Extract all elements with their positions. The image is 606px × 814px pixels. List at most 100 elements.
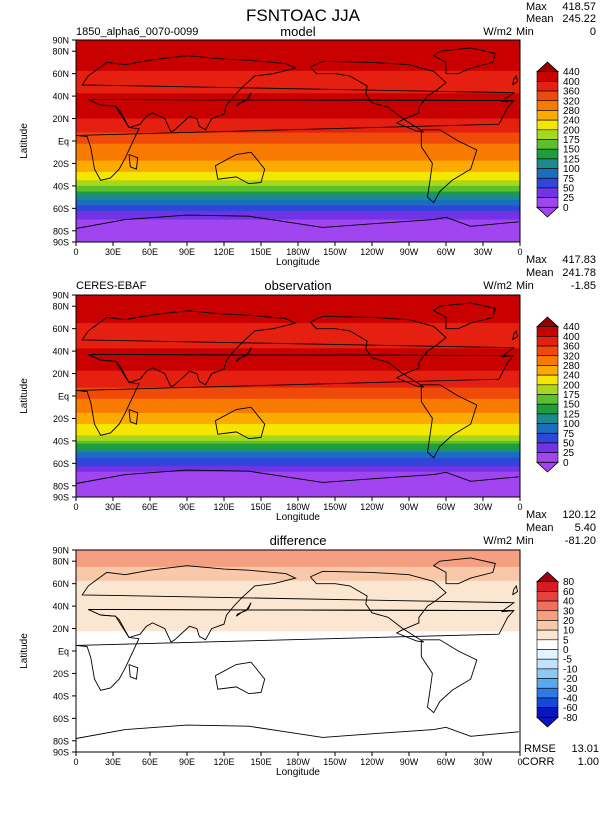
field-band xyxy=(76,723,520,728)
colorbar-swatch xyxy=(536,581,559,592)
field-band xyxy=(76,653,520,658)
coastline xyxy=(512,584,519,596)
x-tick-label: 120W xyxy=(360,502,384,512)
field-band xyxy=(76,410,520,414)
x-tick-label: 120W xyxy=(360,757,384,767)
field-band xyxy=(76,362,520,366)
field-band xyxy=(76,429,520,434)
field-band xyxy=(76,648,520,652)
colorbar-label: 25 xyxy=(563,193,575,204)
colorbar-label: 80 xyxy=(563,577,575,588)
y-tick-label: 20S xyxy=(53,414,69,424)
colorbar-swatch xyxy=(536,620,559,631)
field-band xyxy=(76,345,520,349)
y-tick-label: 60S xyxy=(53,714,69,724)
field-band xyxy=(76,152,520,156)
colorbar-label: 360 xyxy=(563,342,580,353)
stat-min-value: -1.85 xyxy=(571,280,596,292)
rmse-value: 13.01 xyxy=(571,743,599,755)
x-tick-label: 0 xyxy=(73,502,78,512)
panel-units: W/m2 xyxy=(483,280,512,292)
field-band xyxy=(76,219,520,223)
coastline xyxy=(128,154,139,170)
stat-max-value: 418.57 xyxy=(562,1,596,13)
x-tick-label: 30W xyxy=(474,757,493,767)
field-band xyxy=(76,303,520,307)
field-band xyxy=(76,171,520,176)
y-tick-label: 90S xyxy=(53,748,69,758)
field-band xyxy=(76,211,520,215)
field-band xyxy=(76,665,520,669)
colorbar-swatch xyxy=(536,336,559,347)
colorbar-swatch xyxy=(536,629,559,641)
colorbar-swatch xyxy=(536,432,559,444)
colorbar-label: 150 xyxy=(563,145,580,156)
colorbar-swatch xyxy=(536,707,559,718)
field-band xyxy=(76,157,520,162)
field-band xyxy=(76,185,520,190)
coastlines xyxy=(76,302,519,484)
field-band xyxy=(76,331,520,335)
field-band xyxy=(76,65,520,69)
field-band xyxy=(76,424,520,428)
coastline xyxy=(420,639,478,714)
field-band xyxy=(76,589,520,593)
field-band xyxy=(76,300,520,305)
x-axis: 0 30E 60E 90E 120E 150E 180W 150W 120W 90W 60W 30W 0 xyxy=(73,752,523,767)
field-band xyxy=(76,704,520,708)
field-band xyxy=(76,295,520,299)
colorbar-swatch xyxy=(536,168,559,179)
colorbar-swatch xyxy=(536,639,559,650)
colorbar-label: -60 xyxy=(563,703,578,714)
field-band xyxy=(76,314,520,319)
field-band xyxy=(76,622,520,627)
x-tick-label: 0 xyxy=(517,247,522,257)
field-band xyxy=(76,311,520,316)
colorbar-swatch xyxy=(536,591,559,602)
colorbar-label: 0 xyxy=(563,645,569,656)
colorbar-label: -10 xyxy=(563,664,578,675)
x-tick-label: 60W xyxy=(437,247,456,257)
colorbar-swatch xyxy=(536,355,559,366)
colorbar-bottom-arrow xyxy=(535,461,560,473)
colorbar-label: 150 xyxy=(563,400,580,411)
field-band xyxy=(76,104,520,108)
stat-max-label: Max xyxy=(526,254,547,266)
colorbar-swatch xyxy=(536,668,559,679)
field-band xyxy=(76,575,520,579)
field-band xyxy=(76,348,520,352)
field-band xyxy=(76,681,520,686)
field-band xyxy=(76,561,520,565)
field-band xyxy=(76,695,520,700)
field-band xyxy=(76,155,520,159)
panel-title: model xyxy=(280,24,316,39)
field-band xyxy=(76,381,520,386)
field-band xyxy=(76,370,520,375)
coastline xyxy=(420,384,478,459)
colorbar-bottom-arrow xyxy=(535,716,560,728)
field-band xyxy=(76,82,520,86)
x-tick-label: 90W xyxy=(400,502,419,512)
field-band xyxy=(76,709,520,714)
field-band xyxy=(76,149,520,153)
field-band xyxy=(76,205,520,209)
field-band xyxy=(76,440,520,445)
field-band xyxy=(76,659,520,663)
field-band xyxy=(76,227,520,232)
corr-value: 1.00 xyxy=(578,756,599,768)
y-tick-label: 40S xyxy=(53,181,69,191)
coastline xyxy=(432,47,496,75)
field-band xyxy=(76,608,520,613)
colorbar-swatch xyxy=(536,129,559,140)
x-tick-label: 60E xyxy=(142,502,158,512)
field-band xyxy=(76,387,520,391)
field-band xyxy=(76,342,520,347)
stat-min-label: Min xyxy=(516,26,534,38)
colorbar-swatch xyxy=(536,148,559,160)
coastline xyxy=(76,214,519,229)
x-tick-label: 90E xyxy=(179,757,195,767)
x-tick-label: 30E xyxy=(105,757,121,767)
